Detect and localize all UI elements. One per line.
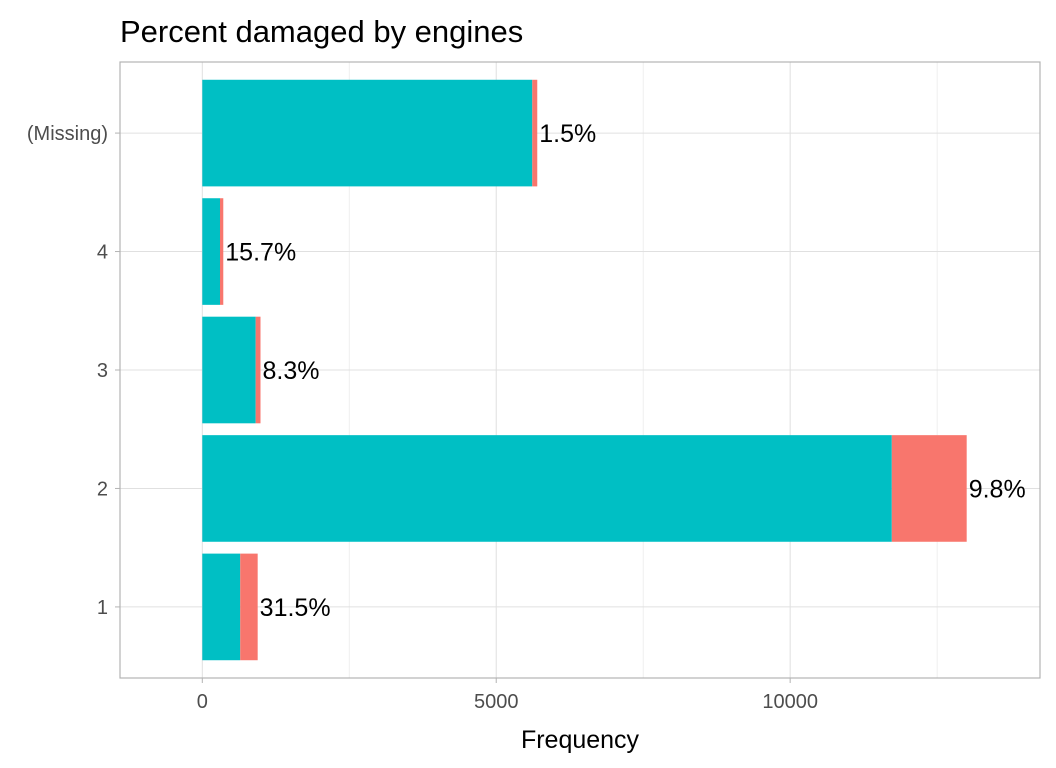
y-tick-label: 3 [97, 360, 108, 382]
bar-damaged [532, 79, 538, 187]
bar-not-damaged [202, 435, 892, 542]
y-tick-label: 1 [97, 597, 108, 619]
bars [202, 79, 967, 661]
x-axis-title: Frequency [521, 726, 640, 754]
x-axis: 0 5000 10000 [197, 678, 818, 713]
bar-damaged [891, 435, 967, 542]
x-tick-label: 10000 [762, 691, 818, 713]
y-tick-label: 4 [97, 242, 108, 264]
bar-not-damaged [202, 553, 241, 661]
data-label: 9.8% [969, 475, 1026, 503]
bar-damaged [240, 553, 258, 661]
data-label: 31.5% [260, 594, 331, 622]
bar-damaged [219, 198, 224, 305]
bar-not-damaged [202, 316, 256, 424]
chart-title: Percent damaged by engines [120, 14, 523, 49]
y-tick-label: 2 [97, 478, 108, 500]
bar-not-damaged [202, 198, 220, 305]
y-tick-label: (Missing) [27, 123, 108, 145]
bar-not-damaged [202, 79, 533, 187]
data-label: 1.5% [539, 120, 596, 148]
x-tick-label: 0 [197, 691, 208, 713]
data-label: 15.7% [225, 239, 296, 267]
x-tick-label: 5000 [474, 691, 519, 713]
bar-damaged [255, 316, 261, 424]
y-axis: 1 2 3 4 (Missing) [27, 123, 120, 619]
data-label: 8.3% [262, 357, 319, 385]
data-labels: 31.5% 9.8% 8.3% 15.7% 1.5% [225, 120, 1025, 622]
